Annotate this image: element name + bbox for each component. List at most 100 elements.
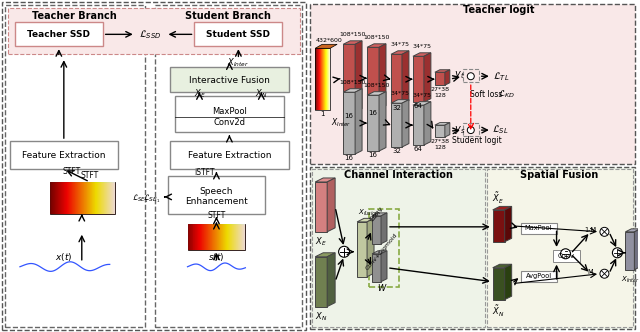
Text: Teacher SSD: Teacher SSD [28,30,90,39]
Polygon shape [327,253,335,307]
Bar [212,224,214,250]
Text: $\mathcal{L}_{SE_1}$: $\mathcal{L}_{SE_1}$ [143,193,161,205]
Text: Conv+Sigmoid: Conv+Sigmoid [365,232,399,271]
Bar [8,8,300,54]
Bar [521,223,557,234]
Bar [209,224,211,250]
Text: Conv2d: Conv2d [213,118,245,126]
Bar [234,224,236,250]
Bar [223,224,225,250]
Bar [81,182,82,214]
Bar [200,224,202,250]
Bar [71,182,72,214]
Polygon shape [327,178,335,232]
Bar [228,224,229,250]
Polygon shape [379,92,386,151]
Bar [205,224,207,250]
Bar [55,182,56,214]
Polygon shape [435,123,450,125]
Bar [315,48,330,110]
Circle shape [339,246,349,257]
Bar [191,224,193,250]
Bar [52,182,53,214]
Polygon shape [493,264,511,268]
Bar [357,222,367,277]
Bar [237,224,238,250]
Text: $X_{fusion}$: $X_{fusion}$ [358,208,380,218]
Bar [225,224,227,250]
Bar [77,182,78,214]
Bar [86,182,87,214]
Bar [218,224,220,250]
Bar [73,182,74,214]
Bar [64,182,65,214]
Bar [175,96,284,132]
Polygon shape [634,229,640,270]
Bar [88,182,89,214]
Text: Feature Extraction: Feature Extraction [188,150,271,160]
Text: 1-M: 1-M [584,227,596,233]
Bar [104,182,105,214]
Text: 32: 32 [392,105,401,111]
Polygon shape [413,102,431,105]
Text: $\tilde{X}_N$: $\tilde{X}_N$ [492,304,504,319]
Bar [2,2,306,330]
Bar [328,48,329,110]
Bar [61,182,62,214]
Text: 34*75: 34*75 [412,93,431,98]
Text: STFT: STFT [81,171,99,181]
Bar [105,182,106,214]
Bar [75,182,76,214]
Text: Teacher Branch: Teacher Branch [33,11,117,21]
Bar [204,224,205,250]
Polygon shape [381,251,387,282]
Bar [57,182,58,214]
Bar [89,182,90,214]
Bar [327,48,328,110]
Text: 432*600: 432*600 [316,38,343,43]
Bar [106,182,107,214]
Bar [67,182,68,214]
Bar [76,182,77,214]
Text: 64: 64 [414,103,423,109]
Text: MaxPool: MaxPool [525,225,552,231]
Bar [367,95,379,151]
Text: Feature Extraction: Feature Extraction [22,150,106,160]
Bar [463,123,479,136]
Text: $X_{Inter}$: $X_{Inter}$ [331,117,351,129]
Bar [80,182,81,214]
Text: $\mathcal{L}_{SSD}$: $\mathcal{L}_{SSD}$ [140,28,162,41]
Polygon shape [445,70,450,85]
Bar [241,224,243,250]
Bar [65,182,66,214]
Bar [188,224,189,250]
Bar [329,48,330,110]
Bar [243,224,244,250]
Bar [97,182,98,214]
Bar [50,182,51,214]
Text: STFT: STFT [207,211,225,220]
Polygon shape [505,264,511,300]
Bar [229,224,230,250]
Polygon shape [343,89,362,92]
Bar [170,141,289,169]
Bar [107,182,108,214]
Bar [221,224,223,250]
Text: 16: 16 [369,110,378,116]
Text: Soft loss: Soft loss [470,90,502,99]
Polygon shape [424,53,431,102]
Bar [367,47,379,109]
Bar [70,182,71,214]
Bar [56,182,57,214]
Text: 34*75: 34*75 [390,42,410,47]
Bar [114,182,115,214]
Bar [413,56,424,102]
Text: $\tilde{X}_E$: $\tilde{X}_E$ [492,191,504,206]
Bar [113,182,114,214]
Bar [66,182,67,214]
Polygon shape [367,44,386,47]
Polygon shape [413,53,431,56]
Polygon shape [315,44,337,48]
Bar [227,224,228,250]
Bar [99,182,100,214]
